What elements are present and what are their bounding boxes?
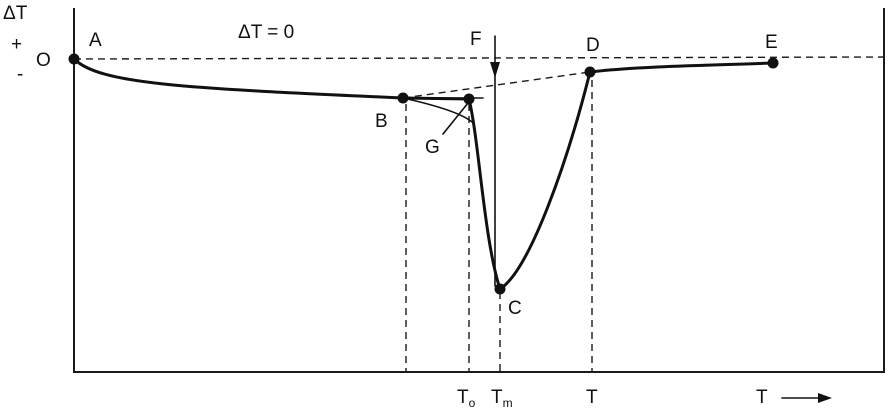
point-g-label: G xyxy=(425,137,440,158)
g-leader-line xyxy=(442,102,469,135)
plot-frame xyxy=(73,8,885,373)
thermal-curve xyxy=(72,57,775,291)
point-e-marker xyxy=(767,57,779,69)
point-c-label: C xyxy=(508,298,522,319)
x-axis-label: T xyxy=(756,387,768,408)
origin-label: O xyxy=(36,50,51,71)
zero-baseline xyxy=(73,56,885,60)
baseline-label: ΔT = 0 xyxy=(238,22,294,43)
end-temperature-label: T xyxy=(586,387,598,408)
point-a-marker xyxy=(68,53,80,65)
extrapolated-branch xyxy=(402,97,473,123)
negative-sign: - xyxy=(17,64,23,85)
point-b-label: B xyxy=(375,111,388,132)
positive-sign: + xyxy=(11,34,22,55)
onset-temperature-label: To xyxy=(457,387,476,410)
point-d-label: D xyxy=(586,35,600,56)
point-f-label: F xyxy=(470,29,482,50)
x-axis-arrow-head xyxy=(818,393,832,403)
arrow-f-head xyxy=(490,62,500,78)
point-e-label: E xyxy=(765,32,778,53)
point-c-marker xyxy=(494,283,506,295)
point-a-label: A xyxy=(89,30,102,51)
point-g-marker xyxy=(463,93,475,105)
point-b-marker xyxy=(397,92,409,104)
y-axis-label: ΔT xyxy=(3,3,28,24)
point-d-marker xyxy=(584,66,596,78)
interpolated-baseline xyxy=(402,71,591,99)
melting-temperature-label: Tm xyxy=(491,387,513,410)
